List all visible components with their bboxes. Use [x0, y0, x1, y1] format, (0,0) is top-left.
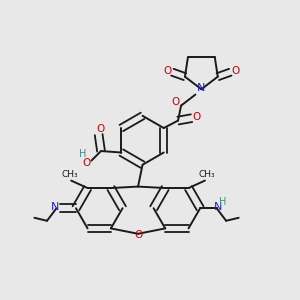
Text: O: O: [232, 66, 240, 76]
Text: O: O: [163, 66, 171, 76]
Text: O: O: [82, 158, 90, 168]
Text: O: O: [134, 230, 142, 240]
Text: O: O: [96, 124, 104, 134]
Text: N: N: [197, 83, 206, 93]
Text: N: N: [51, 202, 59, 212]
Text: O: O: [192, 112, 200, 122]
Text: O: O: [172, 97, 180, 107]
Text: H: H: [220, 197, 227, 207]
Text: CH₃: CH₃: [198, 169, 215, 178]
Text: H: H: [80, 149, 87, 159]
Text: CH₃: CH₃: [61, 169, 78, 178]
Text: N: N: [214, 202, 222, 212]
